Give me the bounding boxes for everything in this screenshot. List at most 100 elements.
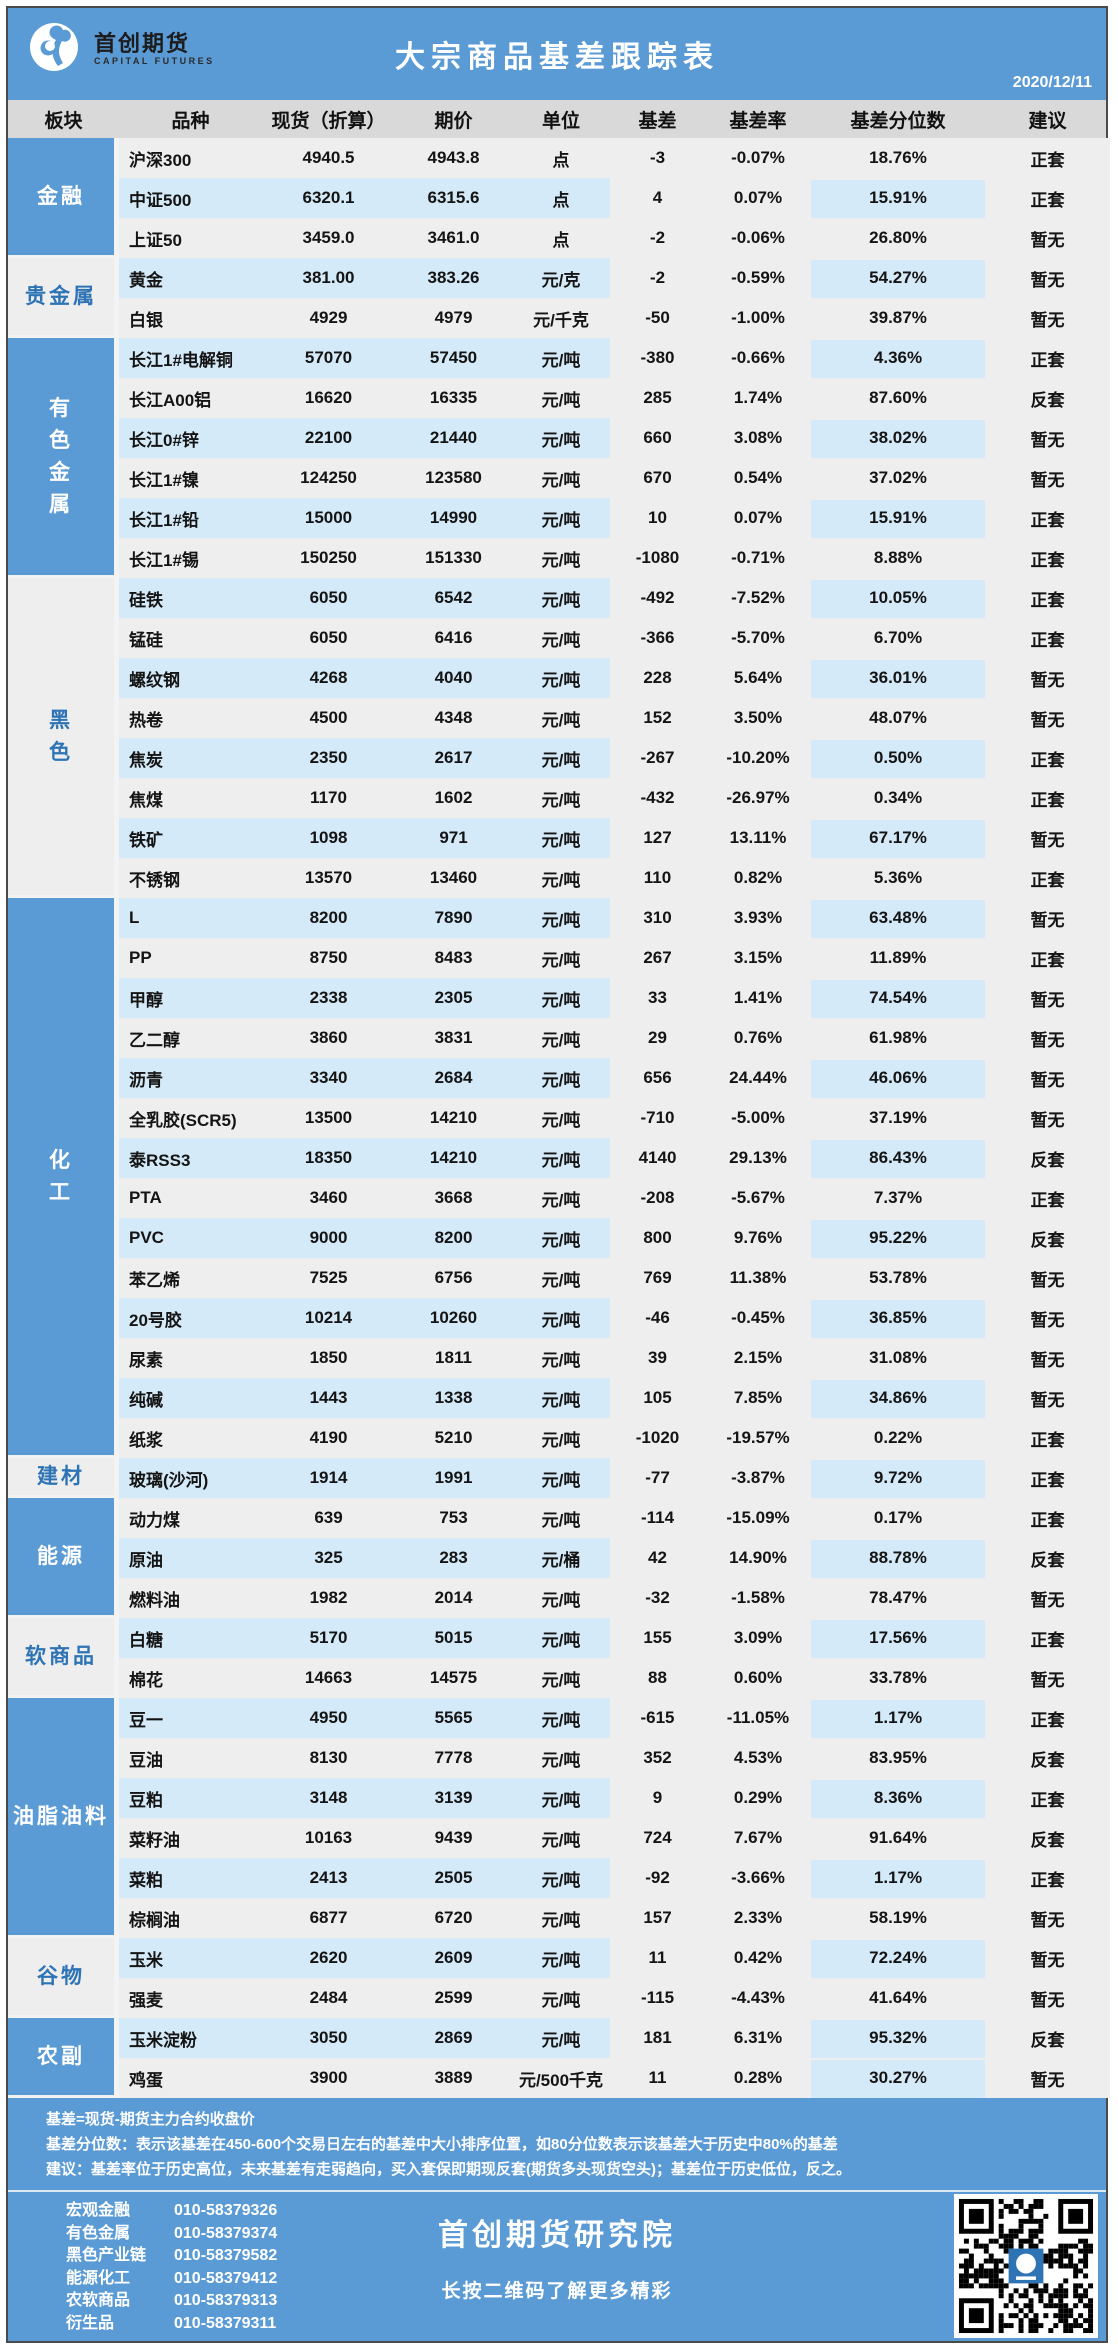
unit-cell: 元/吨 [512, 1498, 610, 1538]
percentile-cell: 88.78% [811, 1538, 985, 1578]
basis-cell: -380 [610, 338, 705, 378]
futures-cell: 1991 [395, 1458, 512, 1498]
percentile-cell: 54.27% [811, 258, 985, 298]
futures-cell: 7890 [395, 898, 512, 938]
variety-cell: 豆油 [119, 1738, 262, 1778]
basis-rate-cell: 29.13% [705, 1138, 811, 1178]
futures-cell: 10260 [395, 1298, 512, 1338]
contact-label: 黑色产业链 [66, 2247, 147, 2265]
percentile-cell: 36.01% [811, 658, 985, 698]
sector-label-5: 化工 [8, 898, 119, 1458]
percentile-cell: 37.19% [811, 1098, 985, 1138]
basis-rate-cell: 1.41% [705, 978, 811, 1018]
basis-cell: -615 [610, 1698, 705, 1738]
percentile-cell: 11.89% [811, 938, 985, 978]
spot-cell: 2620 [262, 1938, 395, 1978]
basis-cell: -114 [610, 1498, 705, 1538]
column-header-7: 基差率 [729, 110, 787, 132]
percentile-cell: 17.56% [811, 1618, 985, 1658]
percentile-cell: 46.06% [811, 1058, 985, 1098]
advice-cell: 暂无 [985, 298, 1110, 338]
contact-label: 衍生品 [66, 2314, 115, 2332]
advice-cell: 正套 [985, 338, 1110, 378]
unit-cell: 点 [512, 178, 610, 218]
futures-cell: 3889 [395, 2058, 512, 2098]
advice-cell: 反套 [985, 1138, 1110, 1178]
futures-cell: 6315.6 [395, 178, 512, 218]
futures-cell: 4979 [395, 298, 512, 338]
table-header-row: 板块 品种 现货（折算） 期价 单位 基差 基差率 基差分位数 建议 [8, 100, 1106, 138]
percentile-cell: 83.95% [811, 1738, 985, 1778]
percentile-cell: 95.22% [811, 1218, 985, 1258]
column-header-2: 品种 [171, 110, 210, 132]
spot-cell: 3340 [262, 1058, 395, 1098]
basis-rate-cell: 3.93% [705, 898, 811, 938]
unit-cell: 元/吨 [512, 898, 610, 938]
report-date: 2020/12/11 [1012, 74, 1092, 91]
unit-cell: 元/吨 [512, 1018, 610, 1058]
futures-cell: 1338 [395, 1378, 512, 1418]
futures-cell: 8200 [395, 1218, 512, 1258]
variety-cell: 硅铁 [119, 578, 262, 618]
unit-cell: 元/吨 [512, 538, 610, 578]
advice-cell: 暂无 [985, 1018, 1110, 1058]
variety-cell: 玉米 [119, 1938, 262, 1978]
futures-cell: 8483 [395, 938, 512, 978]
advice-cell: 暂无 [985, 1058, 1110, 1098]
variety-cell: 中证500 [119, 178, 262, 218]
spot-cell: 7525 [262, 1258, 395, 1298]
spot-cell: 4940.5 [262, 138, 395, 178]
percentile-cell: 26.80% [811, 218, 985, 258]
basis-rate-cell: -11.05% [705, 1698, 811, 1738]
variety-cell: 纸浆 [119, 1418, 262, 1458]
basis-cell: 157 [610, 1898, 705, 1938]
unit-cell: 元/吨 [512, 658, 610, 698]
advice-cell: 正套 [985, 1858, 1110, 1898]
advice-cell: 正套 [985, 1178, 1110, 1218]
spot-cell: 4190 [262, 1418, 395, 1458]
spot-cell: 5170 [262, 1618, 395, 1658]
basis-rate-cell: 0.82% [705, 858, 811, 898]
contact-phone: 010-58379374 [174, 2224, 278, 2242]
unit-cell: 元/吨 [512, 1858, 610, 1898]
basis-rate-cell: -19.57% [705, 1418, 811, 1458]
variety-cell: 棕榈油 [119, 1898, 262, 1938]
variety-cell: 铁矿 [119, 818, 262, 858]
sector-label-1: 金融 [8, 138, 119, 258]
contact-row-4: 能源化工 010-58379412 [66, 2268, 277, 2291]
contact-row-1: 宏观金融 010-58379326 [66, 2200, 277, 2223]
basis-cell: 39 [610, 1338, 705, 1378]
basis-cell: 105 [610, 1378, 705, 1418]
unit-cell: 元/吨 [512, 1578, 610, 1618]
percentile-cell: 58.19% [811, 1898, 985, 1938]
advice-cell: 暂无 [985, 978, 1110, 1018]
unit-cell: 元/吨 [512, 1458, 610, 1498]
logo-text: 首创期货 CAPITAL FUTURES [94, 31, 215, 66]
advice-cell: 正套 [985, 538, 1110, 578]
basis-cell: 310 [610, 898, 705, 938]
variety-cell: PTA [119, 1178, 262, 1218]
percentile-cell: 53.78% [811, 1258, 985, 1298]
basis-rate-cell: 1.74% [705, 378, 811, 418]
percentile-cell: 0.22% [811, 1418, 985, 1458]
unit-cell: 元/吨 [512, 618, 610, 658]
sector-label-8: 软商品 [8, 1618, 119, 1698]
basis-rate-cell: -5.00% [705, 1098, 811, 1138]
qr-code [954, 2194, 1098, 2339]
contact-label: 有色金属 [66, 2224, 131, 2242]
advice-cell: 正套 [985, 1618, 1110, 1658]
percentile-cell: 38.02% [811, 418, 985, 458]
basis-rate-cell: 4.53% [705, 1738, 811, 1778]
basis-cell: 267 [610, 938, 705, 978]
unit-cell: 元/吨 [512, 418, 610, 458]
unit-cell: 元/克 [512, 258, 610, 298]
futures-cell: 5210 [395, 1418, 512, 1458]
basis-rate-cell: -3.87% [705, 1458, 811, 1498]
unit-cell: 元/吨 [512, 1058, 610, 1098]
column-header-9: 建议 [1028, 110, 1067, 132]
percentile-cell: 72.24% [811, 1938, 985, 1978]
footer-banner: 宏观金融 010-58379326 有色金属 010-58379374 黑色产业链 010… [8, 2192, 1106, 2342]
futures-cell: 123580 [395, 458, 512, 498]
percentile-cell: 63.48% [811, 898, 985, 938]
basis-cell: -115 [610, 1978, 705, 2018]
